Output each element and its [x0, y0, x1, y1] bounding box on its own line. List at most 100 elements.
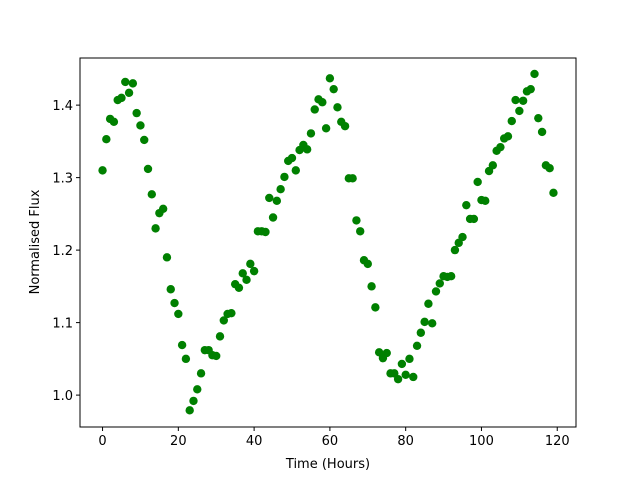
data-point: [143, 164, 153, 174]
x-tick-label: 80: [397, 434, 414, 449]
data-point: [238, 269, 247, 278]
data-point: [420, 317, 429, 327]
data-point: [340, 121, 350, 131]
plot-frame: [79, 57, 577, 428]
data-point: [242, 275, 251, 285]
y-tick-label: 1.2: [52, 244, 73, 259]
data-point: [162, 253, 172, 262]
data-point: [151, 224, 160, 233]
y-tick-label: 1.0: [52, 389, 73, 404]
data-point: [401, 370, 410, 380]
data-point: [212, 351, 221, 361]
data-point: [227, 308, 236, 318]
data-point: [545, 163, 554, 173]
data-point: [124, 88, 134, 97]
data-point: [356, 227, 365, 236]
data-point: [481, 196, 490, 206]
data-point: [329, 84, 338, 94]
data-point: [136, 121, 145, 130]
x-axis-label: Time (Hours): [285, 457, 370, 472]
data-point: [132, 108, 141, 118]
data-point: [450, 245, 460, 255]
data-point: [428, 319, 437, 328]
data-point: [121, 77, 130, 87]
data-point: [534, 113, 543, 123]
data-point: [109, 117, 119, 126]
data-point: [526, 84, 535, 94]
data-point: [397, 359, 407, 369]
data-point: [367, 282, 376, 291]
data-point: [189, 396, 198, 406]
data-point: [507, 116, 516, 126]
x-tick-label: 100: [469, 434, 494, 449]
data-point: [272, 196, 282, 206]
data-point: [246, 259, 255, 269]
data-point: [462, 200, 471, 210]
y-tick-label: 1.4: [52, 99, 73, 114]
data-point: [280, 172, 289, 182]
data-point: [181, 354, 191, 364]
data-point: [537, 127, 547, 137]
data-point: [431, 287, 441, 296]
y-axis-label: Normalised Flux: [28, 189, 43, 294]
data-point: [147, 190, 157, 199]
y-tick-label: 1.3: [52, 172, 73, 187]
data-point: [530, 69, 539, 79]
data-point: [140, 135, 149, 145]
data-point: [348, 174, 357, 183]
data-point: [276, 185, 285, 194]
data-point: [321, 124, 331, 133]
data-point: [412, 341, 422, 351]
data-point: [424, 299, 433, 308]
data-point: [261, 227, 270, 237]
data-point: [549, 188, 558, 198]
data-point: [469, 214, 479, 224]
data-point: [117, 93, 126, 103]
y-tick-label: 1.1: [52, 317, 73, 332]
data-point: [193, 385, 202, 394]
x-tick-label: 40: [246, 434, 263, 449]
data-point: [310, 105, 319, 114]
data-point: [352, 216, 361, 225]
x-tick-label: 120: [545, 434, 570, 449]
data-point: [496, 142, 505, 152]
data-point: [158, 204, 168, 213]
data-point: [128, 79, 138, 88]
data-point: [473, 177, 482, 187]
data-point: [382, 348, 391, 358]
data-point: [393, 374, 403, 384]
data-point: [98, 166, 107, 175]
data-point: [177, 340, 187, 350]
data-point: [102, 134, 111, 144]
data-point: [234, 283, 244, 293]
x-tick-label: 0: [98, 434, 106, 449]
data-point: [511, 95, 520, 105]
data-point: [405, 354, 414, 364]
data-point: [265, 193, 274, 203]
data-point: [435, 279, 444, 288]
data-point: [170, 298, 179, 308]
data-point: [446, 272, 456, 281]
data-point: [302, 145, 312, 154]
data-point: [515, 106, 524, 116]
data-point: [215, 332, 225, 341]
x-tick-label: 60: [322, 434, 339, 449]
x-tick-label: 20: [170, 434, 187, 449]
data-point: [363, 259, 372, 269]
data-point: [249, 266, 259, 276]
data-point: [518, 96, 528, 105]
data-point: [185, 406, 194, 415]
data-point: [287, 153, 297, 163]
data-point: [488, 161, 498, 170]
data-point: [306, 129, 316, 138]
data-point: [371, 303, 380, 312]
data-point: [219, 316, 228, 325]
data-point: [291, 166, 300, 175]
data-point: [166, 285, 175, 294]
data-point: [416, 328, 426, 337]
data-point: [409, 372, 418, 382]
data-point: [196, 369, 206, 378]
data-point: [174, 309, 183, 319]
data-point: [458, 232, 467, 242]
